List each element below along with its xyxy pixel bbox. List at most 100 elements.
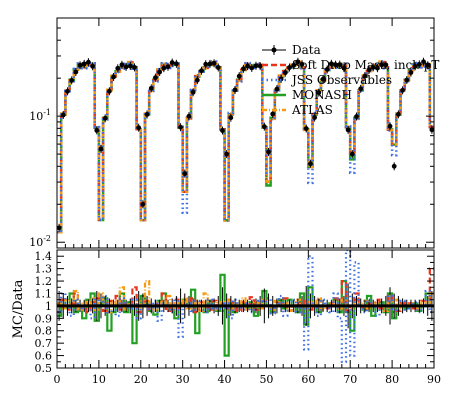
- ratio-y-tick-label: 0.5: [35, 362, 53, 375]
- ratio-y-tick-label: 0.7: [35, 337, 53, 350]
- data-point: [102, 114, 108, 123]
- data-point: [425, 61, 431, 70]
- data-point: [119, 60, 125, 69]
- data-point: [148, 84, 154, 93]
- data-point: [81, 59, 87, 68]
- data-point: [161, 64, 167, 73]
- data-point: [320, 75, 326, 84]
- data-point: [182, 169, 188, 178]
- data-point: [261, 122, 267, 131]
- series-monash: [57, 61, 434, 234]
- data-point: [132, 63, 137, 72]
- series-atlas: [57, 60, 434, 234]
- data-point: [127, 62, 133, 71]
- data-point: [232, 85, 238, 94]
- data-point: [379, 60, 385, 69]
- x-tick-label: 50: [259, 373, 273, 386]
- x-tick-label: 10: [92, 373, 106, 386]
- data-point: [324, 65, 330, 74]
- data-point: [215, 63, 221, 72]
- data-point: [115, 64, 121, 73]
- ratio-y-tick-label: 1.1: [35, 287, 53, 300]
- data-point: [98, 144, 104, 153]
- data-point: [94, 126, 100, 135]
- data-point: [387, 122, 393, 131]
- data-point: [312, 113, 318, 122]
- legend-entry: ATLAS: [262, 103, 333, 117]
- data-point: [220, 126, 225, 135]
- main-panel: 10-2 10-1: [29, 17, 435, 249]
- data-point: [404, 76, 410, 85]
- x-tick-label: 0: [54, 373, 61, 386]
- x-tick-label: 40: [218, 373, 232, 386]
- main-frame: [56, 17, 435, 249]
- data-point: [383, 60, 389, 69]
- x-tick-label: 20: [134, 373, 148, 386]
- series-soft-drop-mass: [57, 60, 434, 234]
- legend-label: JSS Observables: [290, 73, 392, 87]
- data-point: [236, 72, 242, 81]
- y-tick-label: 10-2: [29, 234, 51, 249]
- data-point: [287, 63, 292, 72]
- data-point: [178, 123, 183, 132]
- data-point: [366, 65, 372, 74]
- data-point: [194, 76, 200, 85]
- ratio-frame: [56, 249, 435, 369]
- data-point: [111, 72, 116, 81]
- y-tick-label: 10-1: [29, 108, 51, 123]
- data-point: [57, 223, 62, 232]
- data-point: [358, 84, 364, 93]
- data-point: [173, 59, 179, 68]
- data-point: [144, 110, 150, 119]
- data-point: [328, 59, 334, 68]
- x-tick-label: 60: [301, 373, 315, 386]
- data-point: [391, 162, 397, 171]
- data-point: [345, 125, 351, 134]
- data-point: [341, 64, 347, 73]
- data-point: [228, 113, 234, 122]
- ratio-panel: 0.50.60.70.80.911.11.21.31.4 0 10 20 30 40 50 6…: [11, 249, 441, 386]
- data-point: [249, 63, 255, 72]
- x-tick-label: 90: [427, 373, 441, 386]
- data-point: [395, 110, 401, 119]
- data-point: [69, 76, 75, 85]
- data-point: [153, 73, 158, 82]
- data-point: [65, 87, 70, 96]
- legend-label: ATLAS: [291, 103, 333, 117]
- data-point: [241, 64, 246, 73]
- legend-entry: MONASH: [262, 88, 352, 102]
- ratio-series-monash: [57, 273, 434, 357]
- data-point: [333, 60, 338, 69]
- data-point: [157, 68, 163, 77]
- data-point: [245, 62, 250, 71]
- data-point: [257, 62, 263, 71]
- data-point: [224, 150, 230, 159]
- ratio-y-axis-title: MC/Data: [11, 279, 26, 338]
- data-point: [140, 200, 146, 209]
- data-point: [207, 59, 213, 68]
- data-point: [362, 72, 368, 81]
- data-point: [291, 61, 297, 70]
- data-point: [169, 58, 175, 67]
- data-point: [270, 109, 276, 118]
- data-point: [199, 66, 204, 75]
- legend-label: MONASH: [292, 88, 352, 102]
- legend-entry: Data: [262, 43, 321, 57]
- data-point: [266, 147, 271, 156]
- data-point: [295, 57, 301, 66]
- data-point: [370, 63, 376, 72]
- legend-entry: JSS Observables: [262, 73, 392, 87]
- ratio-y-tick-label: 1.2: [35, 275, 53, 288]
- data-point: [253, 61, 259, 70]
- legend-label: Soft Drop Mass, incl. pT: [292, 58, 439, 72]
- data-point: [316, 88, 322, 97]
- data-point: [90, 62, 96, 71]
- x-tick-label: 80: [385, 373, 399, 386]
- legend-label: Data: [292, 43, 321, 57]
- data-point: [303, 124, 309, 133]
- data-point: [106, 87, 112, 96]
- data-point: [299, 60, 305, 69]
- x-tick-label: 30: [176, 373, 190, 386]
